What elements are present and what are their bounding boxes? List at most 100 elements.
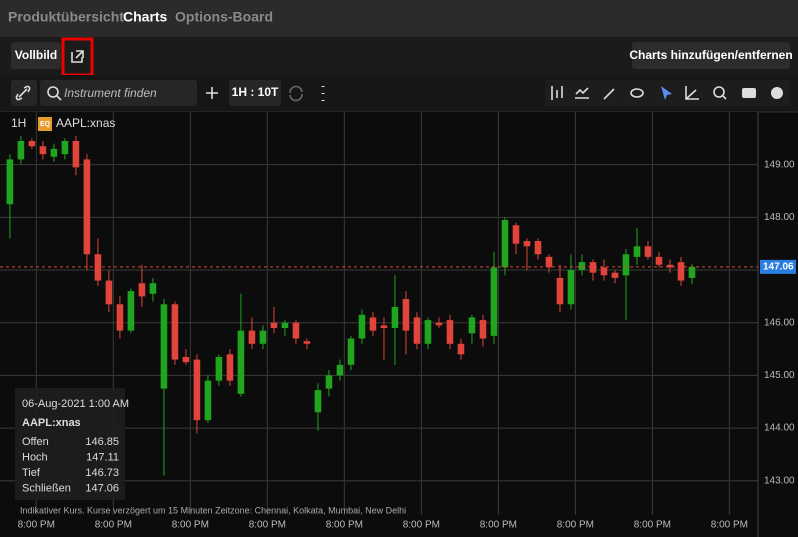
x-tick-label: 8:00 PM bbox=[711, 520, 748, 531]
candle-body bbox=[479, 320, 487, 339]
x-tick-label: 8:00 PM bbox=[326, 520, 363, 531]
add-icon[interactable] bbox=[206, 87, 218, 99]
y-tick-label: 144.00 bbox=[764, 423, 795, 434]
nav-tab[interactable]: Produktübersicht bbox=[8, 9, 124, 25]
candle-body bbox=[391, 306, 399, 328]
candle-body bbox=[325, 375, 333, 389]
button-label: Vollbild bbox=[15, 48, 57, 62]
info-rows: Offen 146.85 Hoch 147.11 Tief 146.73 Schließen… bbox=[22, 436, 119, 495]
nav-tab[interactable]: Charts bbox=[123, 9, 168, 25]
plot-area bbox=[0, 112, 758, 537]
candle-body bbox=[182, 356, 190, 363]
fullscreen-button[interactable] bbox=[11, 42, 61, 69]
candle-body bbox=[457, 343, 465, 355]
candle-body bbox=[61, 140, 69, 155]
x-tick-label: 8:00 PM bbox=[557, 520, 594, 531]
x-tick-label: 8:00 PM bbox=[634, 520, 671, 531]
y-tick-label: 148.00 bbox=[764, 212, 795, 223]
candle-body bbox=[314, 390, 322, 413]
candle-body bbox=[688, 266, 696, 278]
last-price-label: 147.06 bbox=[763, 262, 794, 273]
info-value: 147.11 bbox=[86, 451, 119, 463]
instrument-name: AAPL:xnas bbox=[56, 116, 115, 130]
candle-body bbox=[490, 267, 498, 336]
info-instrument: AAPL:xnas bbox=[22, 417, 81, 429]
candle-body bbox=[369, 317, 377, 331]
nav-tab[interactable]: Options-Board bbox=[175, 9, 273, 25]
manage-charts-button[interactable] bbox=[632, 42, 790, 69]
info-datetime: 06-Aug-2021 1:00 AM bbox=[22, 398, 129, 410]
x-tick-label: 8:00 PM bbox=[18, 520, 55, 531]
candle-body bbox=[578, 262, 586, 271]
candle-body bbox=[424, 320, 432, 344]
candle-body bbox=[6, 159, 14, 205]
footnote: Indikativer Kurs. Kurse verzögert um 15 … bbox=[20, 505, 406, 515]
candle-body bbox=[94, 254, 102, 281]
y-tick-label: 146.00 bbox=[764, 317, 795, 328]
candle-body bbox=[435, 322, 443, 326]
candle-body bbox=[50, 148, 58, 157]
candle-body bbox=[171, 304, 179, 360]
tool-icon[interactable] bbox=[661, 86, 672, 100]
y-tick-label: 145.00 bbox=[764, 370, 795, 381]
candle-body bbox=[226, 354, 234, 381]
candle-body bbox=[633, 246, 641, 257]
link-icon bbox=[15, 85, 31, 101]
tool-icon[interactable] bbox=[742, 88, 756, 98]
button-label: 1H : 10T bbox=[232, 85, 279, 99]
candle-body bbox=[116, 304, 124, 331]
search-icon bbox=[47, 86, 59, 98]
candle-body bbox=[237, 330, 245, 394]
candle-body bbox=[556, 277, 564, 305]
popout-icon bbox=[71, 50, 84, 63]
chart-interval: 1H bbox=[11, 116, 26, 130]
candle-body bbox=[270, 322, 278, 328]
tool-icon[interactable] bbox=[575, 87, 589, 99]
candle-body bbox=[589, 262, 597, 273]
search-icon bbox=[56, 95, 62, 101]
x-tick-label: 8:00 PM bbox=[480, 520, 517, 531]
candle-body bbox=[193, 359, 201, 421]
info-label: Offen bbox=[22, 436, 49, 448]
last-price-tag bbox=[760, 259, 796, 274]
candle-body bbox=[534, 241, 542, 255]
search-input[interactable] bbox=[40, 80, 197, 106]
candle-body bbox=[303, 341, 311, 344]
candle-body bbox=[138, 283, 146, 297]
y-tick-label: 143.00 bbox=[764, 475, 795, 486]
interval-button[interactable] bbox=[229, 80, 281, 106]
y-tick-label: 149.00 bbox=[764, 159, 795, 170]
candle-body bbox=[248, 330, 256, 344]
button-label: Charts hinzufügen/entfernen bbox=[629, 48, 792, 62]
candle-body bbox=[127, 291, 135, 331]
candle-body bbox=[105, 280, 113, 305]
candle-body bbox=[523, 241, 531, 247]
x-tick-label: 8:00 PM bbox=[249, 520, 286, 531]
tool-icon[interactable] bbox=[551, 86, 563, 100]
candle-body bbox=[39, 146, 47, 155]
candle-body bbox=[611, 272, 619, 278]
refresh-icon[interactable] bbox=[289, 85, 303, 102]
tool-icon[interactable] bbox=[603, 88, 615, 100]
candle-body bbox=[72, 140, 80, 168]
candle-body bbox=[446, 320, 454, 344]
candle-body bbox=[402, 299, 410, 331]
tool-icon[interactable] bbox=[771, 87, 783, 99]
candle-body bbox=[28, 140, 36, 147]
candle-body bbox=[83, 159, 91, 255]
tool-icon bbox=[722, 95, 727, 100]
chart: 143.00144.00145.00146.00147.00148.00149.… bbox=[0, 112, 796, 537]
nav-bar bbox=[0, 0, 798, 37]
tool-icon[interactable] bbox=[630, 88, 644, 98]
candle-body bbox=[259, 330, 267, 344]
candle-body bbox=[347, 338, 355, 365]
tool-icon[interactable] bbox=[713, 86, 725, 98]
candle-body bbox=[358, 314, 366, 339]
search-placeholder: Instrument finden bbox=[64, 86, 157, 100]
candle-body bbox=[666, 264, 674, 268]
chart-tools bbox=[545, 80, 790, 106]
tool-icon[interactable] bbox=[685, 86, 699, 100]
info-label: Hoch bbox=[22, 451, 48, 463]
candle-body bbox=[215, 356, 223, 381]
